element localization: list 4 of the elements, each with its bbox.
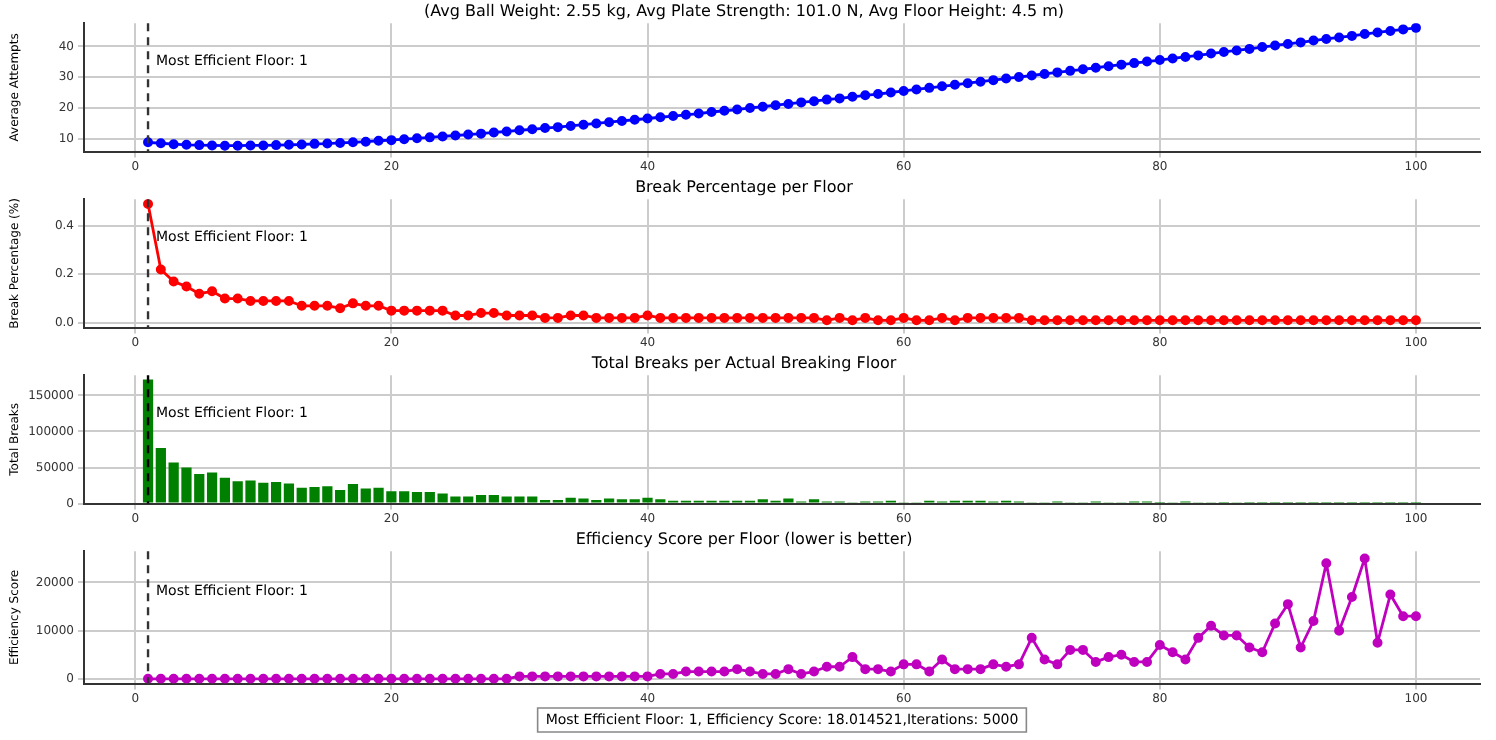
chart-title: Efficiency Score per Floor (lower is better) bbox=[575, 529, 913, 548]
chart-title: (Avg Ball Weight: 2.55 kg, Avg Plate Strength: 101.0 N, Avg Floor Height: 4.5 m) bbox=[423, 1, 1065, 20]
chart-title: Total Breaks per Actual Breaking Floor bbox=[589, 353, 898, 372]
chart-title: Break Percentage per Floor bbox=[635, 177, 855, 196]
